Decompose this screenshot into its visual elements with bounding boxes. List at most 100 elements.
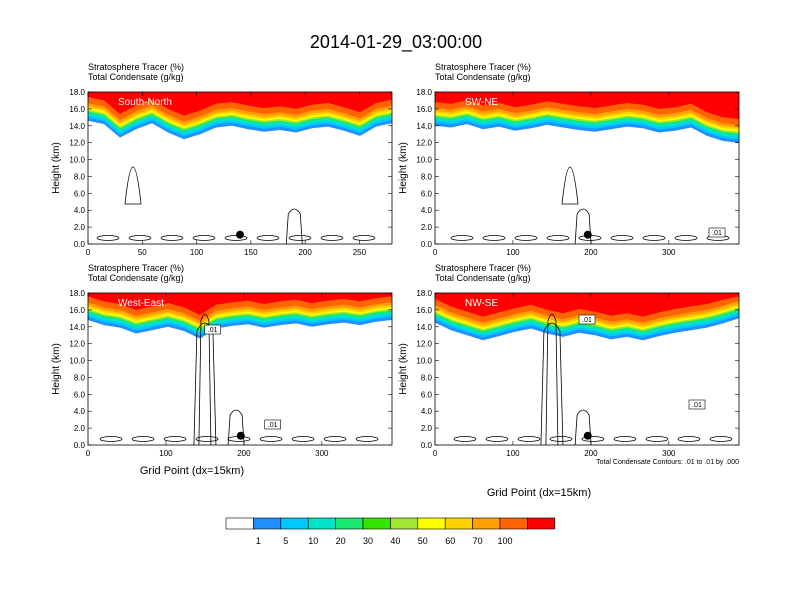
colorbar-label: 40 <box>390 536 400 546</box>
y-tick-label: 0.0 <box>421 240 433 249</box>
contour-label: .01 <box>208 327 218 334</box>
panel-frame <box>434 91 740 245</box>
colorbar-label: 5 <box>283 536 288 546</box>
low-cloud-contour <box>96 235 120 241</box>
x-tick-label: 0 <box>433 449 438 458</box>
tracer-band-9 <box>435 293 739 317</box>
y-tick-label: 18.0 <box>69 88 85 97</box>
low-cloud-contour <box>642 235 666 241</box>
x-tick-label: 250 <box>353 248 367 257</box>
y-axis-label: Height (km) <box>51 343 62 395</box>
low-cloud-contour <box>482 235 506 241</box>
x-tick-label: 100 <box>159 449 173 458</box>
x-tick-label: 0 <box>86 248 91 257</box>
colorbar-label: 20 <box>336 536 346 546</box>
low-cloud-contour <box>581 436 605 442</box>
y-tick-label: 6.0 <box>74 390 86 399</box>
y-tick-label: 4.0 <box>421 206 433 215</box>
cross-section-label: SW-NE <box>465 97 498 108</box>
y-tick-label: 16.0 <box>416 105 432 114</box>
y-tick-label: 2.0 <box>421 223 433 232</box>
colorbar-swatch <box>472 517 501 530</box>
low-cloud-contour <box>517 436 541 442</box>
x-tick-label: 300 <box>662 449 676 458</box>
panel-sw-ne: .01 0.0 2.0 4.0 6.0 8.0 10.0 12.0 14.0 16.0 18.0 0 1… <box>398 62 740 257</box>
location-marker <box>236 230 244 239</box>
x-axis-label: Grid Point (dx=15km) <box>140 465 244 477</box>
low-cloud-contour <box>645 436 669 442</box>
panel-frame <box>434 292 740 446</box>
low-cloud-contour <box>163 436 187 442</box>
y-tick-label: 16.0 <box>69 306 85 315</box>
deep-convection-contour <box>545 313 559 445</box>
panel-header-condensate: Total Condensate (g/kg) <box>88 72 184 82</box>
y-tick-label: 4.0 <box>74 206 86 215</box>
y-tick-label: 14.0 <box>416 122 432 131</box>
y-tick-label: 18.0 <box>416 88 432 97</box>
colorbar-swatch <box>390 517 419 530</box>
tracer-field <box>88 92 392 244</box>
y-tick-label: 2.0 <box>74 223 86 232</box>
x-tick-label: 100 <box>506 449 520 458</box>
y-tick-label: 18.0 <box>416 289 432 298</box>
y-tick-label: 12.0 <box>416 139 432 148</box>
contour-label-box <box>708 227 726 238</box>
panel-frame <box>87 292 393 446</box>
panel-nw-se: .01 .01 0.0 2.0 4.0 6.0 8.0 10.0 12.0 14.0 16.0 18.… <box>398 263 740 499</box>
cloud-contour <box>561 166 579 205</box>
colorbar-label: 30 <box>363 536 373 546</box>
y-tick-label: 0.0 <box>421 441 433 450</box>
y-tick-label: 0.0 <box>74 441 86 450</box>
cloud-contour <box>124 166 142 205</box>
panel-header-tracer: Stratosphere Tracer (%) <box>88 263 184 273</box>
panel-header-tracer: Stratosphere Tracer (%) <box>88 62 184 72</box>
x-tick-label: 300 <box>315 449 329 458</box>
contour-label-box <box>204 324 222 335</box>
y-tick-label: 8.0 <box>74 373 86 382</box>
deep-convection-contour <box>540 322 564 445</box>
y-tick-label: 18.0 <box>69 289 85 298</box>
x-tick-label: 200 <box>237 449 251 458</box>
y-tick-label: 14.0 <box>416 323 432 332</box>
deep-convection-contour <box>198 313 212 445</box>
x-tick-label: 50 <box>138 248 147 257</box>
y-tick-label: 10.0 <box>69 156 85 165</box>
deep-convection-contour <box>193 322 217 445</box>
panel-header-condensate: Total Condensate (g/kg) <box>435 72 531 82</box>
low-cloud-contour <box>320 235 344 241</box>
low-cloud-contour <box>485 436 509 442</box>
cloud-contour <box>227 409 245 445</box>
low-cloud-contour <box>128 235 152 241</box>
tracer-band-9 <box>435 92 739 119</box>
low-cloud-contour <box>709 436 733 442</box>
y-tick-label: 8.0 <box>421 172 433 181</box>
low-cloud-contour <box>514 235 538 241</box>
colorbar-swatch <box>307 517 336 530</box>
colorbar-swatch <box>417 517 446 530</box>
colorbar-swatch <box>335 517 364 530</box>
low-cloud-contour <box>674 235 698 241</box>
colorbar-label: 10 <box>308 536 318 546</box>
low-cloud-contour <box>99 436 123 442</box>
colorbar: 1 5 10 20 30 40 50 60 70 100 <box>225 517 556 546</box>
low-cloud-contour <box>160 235 184 241</box>
y-tick-label: 12.0 <box>69 139 85 148</box>
condensate-contours <box>99 313 379 445</box>
x-tick-label: 100 <box>506 248 520 257</box>
low-cloud-contour <box>549 436 573 442</box>
location-marker <box>583 230 592 239</box>
low-cloud-contour <box>224 235 248 241</box>
y-tick-label: 6.0 <box>421 189 433 198</box>
tracer-field <box>88 293 392 445</box>
y-tick-label: 16.0 <box>69 105 85 114</box>
low-cloud-contour <box>610 235 634 241</box>
x-tick-label: 150 <box>244 248 258 257</box>
x-tick-label: 0 <box>433 248 438 257</box>
contour-note: Total Condensate Contours: .01 to .01 by… <box>596 459 739 466</box>
contour-label-box <box>264 419 282 430</box>
condensate-contours <box>96 166 376 244</box>
low-cloud-contour <box>259 436 283 442</box>
low-cloud-contour <box>453 436 477 442</box>
colorbar-swatch <box>225 517 254 530</box>
